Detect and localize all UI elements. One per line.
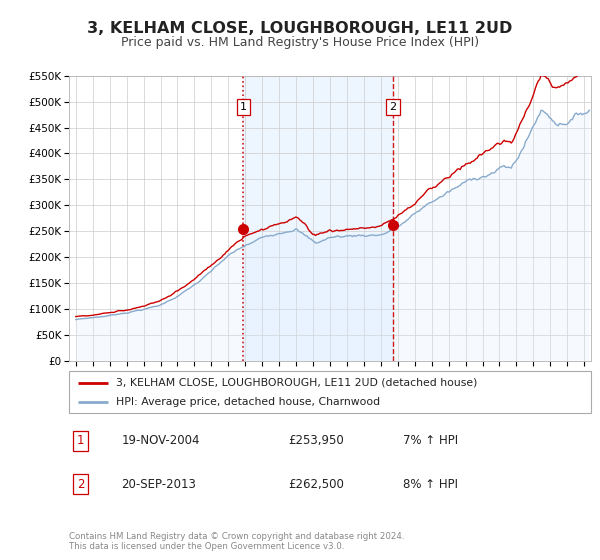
Text: 8% ↑ HPI: 8% ↑ HPI [403,478,458,491]
Text: 19-NOV-2004: 19-NOV-2004 [121,435,200,447]
Text: 3, KELHAM CLOSE, LOUGHBOROUGH, LE11 2UD (detached house): 3, KELHAM CLOSE, LOUGHBOROUGH, LE11 2UD … [116,377,478,388]
Text: £262,500: £262,500 [288,478,344,491]
Text: Price paid vs. HM Land Registry's House Price Index (HPI): Price paid vs. HM Land Registry's House … [121,36,479,49]
Text: 20-SEP-2013: 20-SEP-2013 [121,478,196,491]
Text: Contains HM Land Registry data © Crown copyright and database right 2024.
This d: Contains HM Land Registry data © Crown c… [69,532,404,552]
Text: 2: 2 [77,478,84,491]
Text: £253,950: £253,950 [288,435,344,447]
Text: 1: 1 [77,435,84,447]
Text: 3, KELHAM CLOSE, LOUGHBOROUGH, LE11 2UD: 3, KELHAM CLOSE, LOUGHBOROUGH, LE11 2UD [88,21,512,36]
Text: 7% ↑ HPI: 7% ↑ HPI [403,435,458,447]
Text: HPI: Average price, detached house, Charnwood: HPI: Average price, detached house, Char… [116,397,380,407]
Text: 2: 2 [389,102,397,112]
Text: 1: 1 [240,102,247,112]
